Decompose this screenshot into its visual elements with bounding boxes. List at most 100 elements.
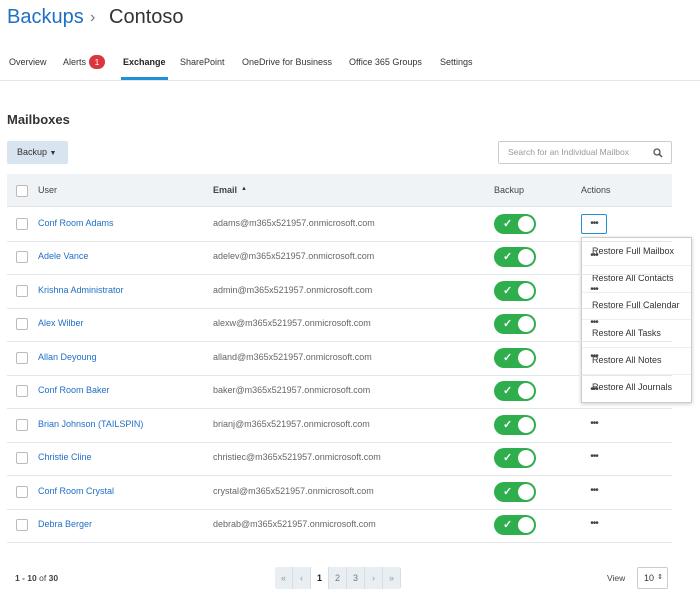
row-divider bbox=[7, 408, 672, 409]
user-name[interactable]: Conf Room Baker bbox=[38, 385, 110, 396]
actions-button[interactable]: ••• bbox=[590, 484, 599, 496]
email: brianj@m365x521957.onmicrosoft.com bbox=[213, 418, 370, 429]
menu-item[interactable]: Restore All Journals bbox=[592, 382, 673, 393]
row-checkbox[interactable] bbox=[16, 351, 28, 364]
range-summary: 1 - 10 of 30 bbox=[15, 573, 58, 583]
row-divider bbox=[7, 542, 672, 543]
row-divider bbox=[7, 374, 672, 376]
email: admin@m365x521957.onmicrosoft.com bbox=[213, 284, 373, 295]
toggle-knob bbox=[518, 416, 534, 433]
row-checkbox[interactable] bbox=[16, 385, 28, 398]
menu-item[interactable]: Restore All Notes bbox=[592, 354, 662, 365]
toggle-check: ✓ bbox=[503, 485, 513, 498]
row-checkbox[interactable] bbox=[16, 452, 28, 465]
toggle-check: ✓ bbox=[503, 251, 513, 264]
actions-button[interactable]: ••• bbox=[590, 518, 599, 530]
pagination: «‹ 1 2 3 ›» bbox=[275, 567, 401, 589]
page-number[interactable]: 3 bbox=[347, 567, 365, 589]
tab[interactable]: Office 365 Groups bbox=[349, 57, 422, 67]
breadcrumb-root[interactable]: Backups bbox=[7, 6, 84, 28]
user-name[interactable]: Alex Wilber bbox=[38, 318, 84, 329]
prev-page[interactable]: ‹ bbox=[293, 567, 311, 589]
toggle-knob bbox=[518, 316, 534, 333]
breadcrumb-current: Contoso bbox=[109, 6, 184, 28]
toggle-check: ✓ bbox=[503, 385, 513, 398]
backup-button[interactable]: Backup ▼ bbox=[7, 141, 68, 164]
backup-toggle[interactable]: ✓ bbox=[494, 414, 536, 435]
backup-toggle[interactable]: ✓ bbox=[494, 515, 536, 536]
caret: ▼ bbox=[49, 150, 57, 157]
email: debrab@m365x521957.onmicrosoft.com bbox=[213, 519, 376, 530]
actions-button[interactable]: ••• bbox=[590, 250, 599, 262]
page-number[interactable]: 1 bbox=[311, 567, 329, 589]
user-name[interactable]: Allan Deyoung bbox=[38, 351, 97, 362]
menu-item[interactable]: Restore All Tasks bbox=[592, 327, 661, 338]
first-page[interactable]: « bbox=[275, 567, 293, 589]
user-name[interactable]: Adele Vance bbox=[38, 251, 89, 262]
tab[interactable]: SharePoint bbox=[180, 57, 225, 67]
toggle-knob bbox=[518, 517, 534, 534]
next-page[interactable]: › bbox=[365, 567, 383, 589]
menu-item[interactable]: Restore All Contacts bbox=[592, 273, 674, 284]
row-checkbox[interactable] bbox=[16, 251, 28, 264]
actions-button[interactable]: ••• bbox=[590, 384, 599, 396]
page-size-select[interactable]: 10 ⇕ bbox=[637, 567, 668, 589]
menu-item[interactable]: Restore Full Mailbox bbox=[592, 245, 675, 256]
section-title: Mailboxes bbox=[7, 112, 70, 127]
actions-button[interactable]: ••• bbox=[590, 350, 599, 362]
user-name[interactable]: Brian Johnson (TAILSPIN) bbox=[38, 418, 144, 429]
user-name[interactable]: Conf Room Adams bbox=[38, 217, 114, 228]
row-checkbox[interactable] bbox=[16, 284, 28, 297]
tab[interactable]: Alerts bbox=[63, 57, 87, 67]
row-divider bbox=[7, 475, 672, 476]
total: 30 bbox=[48, 573, 59, 583]
page-number[interactable]: 2 bbox=[329, 567, 347, 589]
row-checkbox[interactable] bbox=[16, 519, 28, 532]
select-all-checkbox[interactable] bbox=[16, 185, 28, 197]
backup-toggle[interactable]: ✓ bbox=[494, 247, 536, 268]
row-checkbox[interactable] bbox=[16, 217, 28, 230]
actions-button[interactable]: ••• bbox=[590, 417, 599, 429]
user-name[interactable]: Debra Berger bbox=[38, 519, 93, 530]
row-divider bbox=[7, 240, 672, 242]
backup-toggle[interactable]: ✓ bbox=[494, 347, 536, 368]
column-header: User bbox=[38, 185, 58, 195]
view-label: View bbox=[607, 573, 626, 583]
backup-toggle[interactable]: ✓ bbox=[494, 481, 536, 502]
toggle-check: ✓ bbox=[503, 284, 513, 297]
menu-item[interactable]: Restore Full Calendar bbox=[592, 300, 680, 311]
actions-button[interactable]: ••• bbox=[590, 451, 599, 463]
actions-button[interactable]: ••• bbox=[590, 283, 599, 295]
menu-divider bbox=[582, 292, 691, 294]
search-box[interactable]: Search for an Individual Mailbox bbox=[498, 141, 672, 164]
column-header: Backup bbox=[494, 185, 525, 195]
toggle-check: ✓ bbox=[503, 452, 513, 465]
table-header bbox=[7, 174, 672, 207]
menu-divider bbox=[582, 264, 691, 266]
page-size-value: 10 bbox=[644, 573, 655, 583]
user-name[interactable]: Conf Room Crystal bbox=[38, 485, 115, 496]
range-of: of bbox=[39, 573, 47, 583]
user-name[interactable]: Krishna Administrator bbox=[38, 284, 124, 295]
toggle-knob bbox=[518, 349, 534, 366]
tab[interactable]: Exchange bbox=[123, 57, 166, 67]
backup-toggle[interactable]: ✓ bbox=[494, 314, 536, 335]
tab[interactable]: OneDrive for Business bbox=[242, 57, 333, 67]
row-checkbox[interactable] bbox=[16, 485, 28, 498]
backup-toggle[interactable]: ✓ bbox=[494, 381, 536, 402]
backup-toggle[interactable]: ✓ bbox=[494, 448, 536, 469]
email: adams@m365x521957.onmicrosoft.com bbox=[213, 217, 375, 228]
backup-toggle[interactable]: ✓ bbox=[494, 280, 536, 301]
tab[interactable]: Settings bbox=[440, 57, 473, 67]
user-name[interactable]: Christie Cline bbox=[38, 452, 92, 463]
tab[interactable]: Overview bbox=[9, 57, 47, 67]
last-page[interactable]: » bbox=[383, 567, 401, 589]
row-checkbox[interactable] bbox=[16, 318, 28, 331]
actions-button[interactable]: ••• bbox=[581, 213, 607, 234]
row-checkbox[interactable] bbox=[16, 418, 28, 431]
backup-toggle[interactable]: ✓ bbox=[494, 213, 536, 234]
toggle-check: ✓ bbox=[503, 519, 513, 532]
alert-badge: 1 bbox=[89, 55, 106, 69]
actions-button[interactable]: ••• bbox=[590, 317, 599, 329]
breadcrumb-separator: › bbox=[90, 9, 96, 26]
